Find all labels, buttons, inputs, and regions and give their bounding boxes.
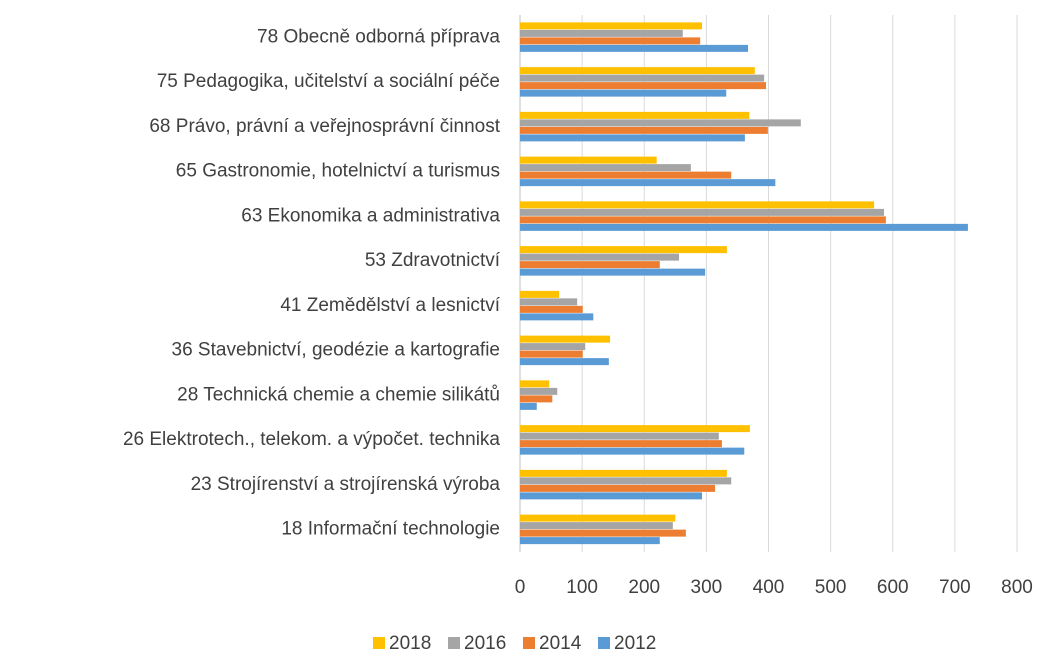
bar [520,82,767,90]
bar [520,514,676,522]
y-tick-label: 75 Pedagogika, učitelství a sociální péč… [157,71,500,92]
bar [520,477,732,485]
bar [520,89,727,97]
grid [519,15,1018,552]
y-tick-label: 28 Technická chemie a chemie silikátů [177,384,500,405]
bar [520,164,691,172]
bar [520,29,683,37]
y-tick-label: 78 Obecně odborná příprava [257,26,500,47]
x-tick-label: 200 [628,577,660,598]
x-tick-label: 100 [566,577,598,598]
bar [520,440,722,448]
y-tick-label: 53 Zdravotnictví [365,250,501,271]
bar [520,358,609,366]
bars [520,22,968,545]
bar [520,22,703,30]
y-tick-label: 68 Právo, právní a veřejnosprávní činnos… [149,116,500,137]
bar [520,387,558,395]
bar [520,522,673,530]
bar [520,253,680,261]
bar [520,126,768,134]
bar [520,313,594,321]
bar [520,343,586,351]
bar [520,216,886,224]
bar [520,246,727,254]
legend-swatch [448,637,460,649]
bar [520,298,578,306]
x-tick-label: 500 [815,577,847,598]
bar [520,179,776,187]
bar [520,171,732,179]
x-tick-label: 600 [877,577,909,598]
bar [520,111,750,119]
bar [520,529,686,537]
bar [520,134,745,142]
bar [520,223,968,231]
bar [520,37,701,45]
x-tick-label: 0 [515,577,526,598]
bar [520,469,727,477]
bar [520,44,748,52]
y-tick-label: 18 Informační technologie [281,519,500,540]
legend-label: 2016 [464,633,506,654]
bar [520,119,801,127]
bar [520,290,560,298]
y-tick-label: 63 Ekonomika a administrativa [241,205,500,226]
bar [520,67,755,75]
bar [520,74,765,82]
bar [520,335,611,343]
legend-swatch [373,637,385,649]
y-tick-label: 26 Elektrotech., telekom. a výpočet. tec… [123,429,500,450]
bar [520,305,583,313]
x-tick-label: 800 [1001,577,1033,598]
bar [520,350,583,358]
labels: 0 100 200 300 400 500 600 700 800 78 Obecně odbor… [123,26,1033,598]
y-tick-label: 23 Strojírenství a strojírenská výroba [191,474,501,495]
bar [520,402,537,410]
legend-swatch [523,637,535,649]
bar [520,537,660,545]
y-tick-label: 41 Zemědělství a lesnictví [280,295,500,316]
legend: 2018 2016 2014 2012 [373,633,656,654]
bar [520,432,719,440]
y-tick-label: 65 Gastronomie, hotelnictví a turismus [176,161,500,182]
x-tick-label: 300 [691,577,723,598]
bar [520,261,660,269]
x-tick-label: 400 [753,577,785,598]
bar [520,156,657,164]
bar [520,268,706,276]
legend-swatch [598,637,610,649]
bar [520,484,716,492]
bar [520,201,875,209]
bar [520,447,745,455]
bar [520,492,703,500]
y-tick-label: 36 Stavebnictví, geodézie a kartografie [172,340,500,361]
x-tick-label: 700 [939,577,971,598]
bar [520,208,885,216]
bar [520,380,550,388]
legend-label: 2018 [389,633,431,654]
bar [520,395,553,403]
legend-label: 2012 [614,633,656,654]
legend-label: 2014 [539,633,582,654]
bar [520,425,750,433]
